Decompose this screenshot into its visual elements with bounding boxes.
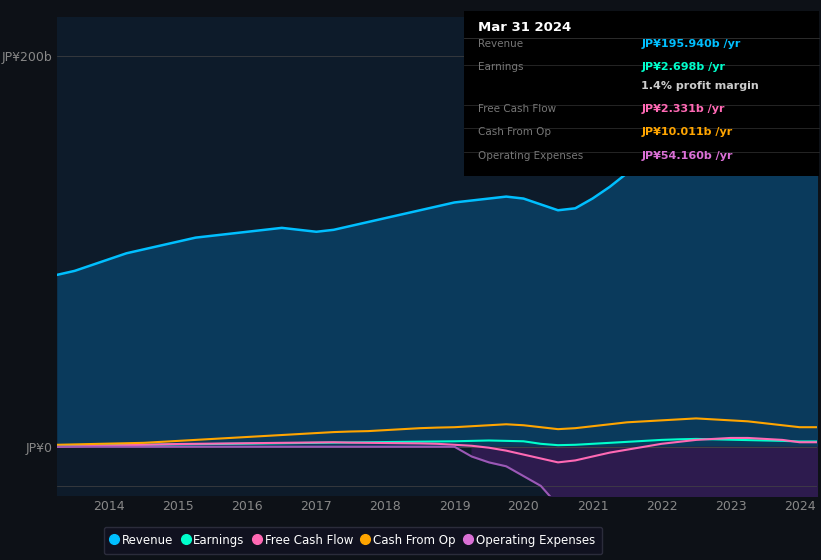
Text: JP¥195.940b /yr: JP¥195.940b /yr <box>641 39 741 49</box>
Text: JP¥10.011b /yr: JP¥10.011b /yr <box>641 127 732 137</box>
Text: Mar 31 2024: Mar 31 2024 <box>478 21 571 34</box>
Text: Earnings: Earnings <box>478 62 524 72</box>
Text: Cash From Op: Cash From Op <box>478 127 551 137</box>
Text: Revenue: Revenue <box>478 39 523 49</box>
Text: JP¥54.160b /yr: JP¥54.160b /yr <box>641 151 732 161</box>
Text: JP¥2.698b /yr: JP¥2.698b /yr <box>641 62 725 72</box>
Text: 1.4% profit margin: 1.4% profit margin <box>641 81 759 91</box>
Text: Operating Expenses: Operating Expenses <box>478 151 583 161</box>
Legend: Revenue, Earnings, Free Cash Flow, Cash From Op, Operating Expenses: Revenue, Earnings, Free Cash Flow, Cash … <box>104 527 602 554</box>
Text: JP¥2.331b /yr: JP¥2.331b /yr <box>641 104 725 114</box>
Text: Free Cash Flow: Free Cash Flow <box>478 104 556 114</box>
